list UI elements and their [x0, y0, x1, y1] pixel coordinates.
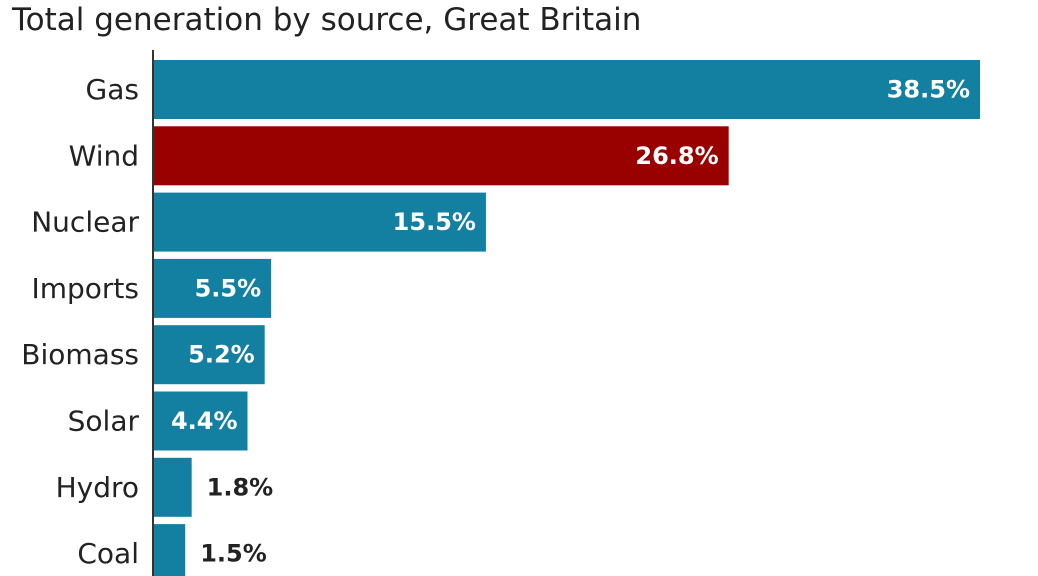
bar-biomass: [153, 325, 265, 385]
category-label-solar: Solar: [68, 405, 140, 438]
bar-nuclear: [153, 192, 486, 252]
bar-solar: [153, 391, 248, 451]
value-label-gas: 38.5%: [887, 76, 970, 104]
bar-gas: [153, 60, 980, 119]
category-label-nuclear: Nuclear: [31, 206, 139, 239]
value-label-wind: 26.8%: [635, 142, 718, 170]
category-label-wind: Wind: [69, 139, 139, 172]
category-label-hydro: Hydro: [56, 471, 139, 504]
bar-wind: [153, 126, 729, 186]
value-label-hydro: 1.8%: [207, 473, 274, 501]
bar-coal: [153, 524, 186, 576]
category-label-imports: Imports: [31, 272, 139, 305]
category-label-biomass: Biomass: [21, 338, 139, 371]
value-label-imports: 5.5%: [195, 274, 262, 302]
bar-imports: [153, 258, 272, 318]
value-label-coal: 1.5%: [200, 540, 267, 568]
value-label-nuclear: 15.5%: [393, 208, 476, 236]
chart-title: Total generation by source, Great Britai…: [12, 2, 642, 38]
bars-layer: Gas 38.5% Wind 26.8% Nuclear 15.5% Imports 5.5%…: [21, 60, 980, 576]
category-label-coal: Coal: [77, 537, 139, 570]
value-label-solar: 4.4%: [171, 407, 238, 435]
category-label-gas: Gas: [86, 73, 139, 106]
value-label-biomass: 5.2%: [188, 341, 255, 369]
bar-hydro: [153, 457, 192, 517]
